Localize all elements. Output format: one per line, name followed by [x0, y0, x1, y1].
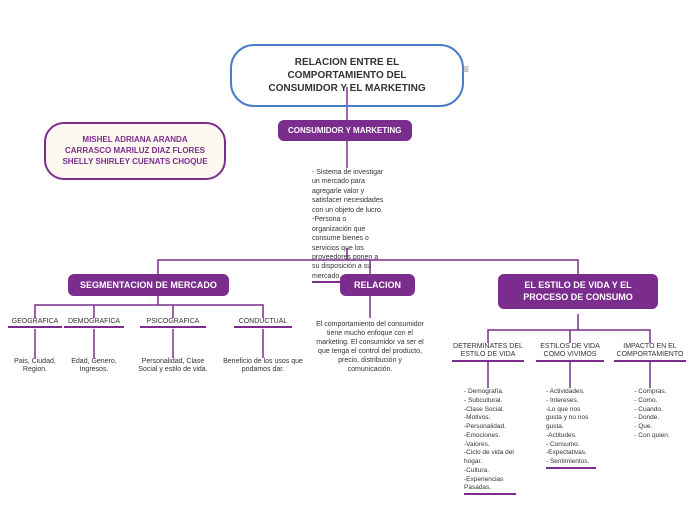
consumidor-desc: - Sistema de investigar un mercado para …	[312, 168, 384, 283]
estilo-det-desc: - Demografía. - Subcultural. -Clase Soci…	[464, 388, 516, 495]
seg-geo-label[interactable]: GEOGRAFICA	[8, 318, 62, 328]
root-title: RELACION ENTRE EL COMPORTAMIENTO DEL CON…	[252, 56, 442, 95]
estilo-viv-desc: - Actividades. - Intereses. -Lo que nos …	[546, 388, 596, 469]
seg-cond-label[interactable]: CONDUCTUAL	[234, 318, 292, 328]
menu-icon[interactable]: ≡	[462, 62, 469, 76]
segmentacion-label: SEGMENTACION DE MERCADO	[80, 280, 217, 290]
seg-geo-desc: Pais, Ciudad, Region.	[8, 358, 62, 375]
estilo-imp-label[interactable]: IMPACTO EN EL COMPORTAMIENTO	[614, 343, 686, 362]
estilo-viv-label[interactable]: ESTILOS DE VIDA COMO VIVIMOS	[536, 343, 604, 362]
seg-psico-label[interactable]: PSICOGRAFICA	[140, 318, 206, 328]
estilo-label: EL ESTILO DE VIDA Y EL PROCESO DE CONSUM…	[506, 280, 650, 303]
seg-demo-label[interactable]: DEMOGRAFICA	[64, 318, 124, 328]
seg-psico-desc: Personalidad, Clase Social y estilo de v…	[134, 358, 212, 375]
consumidor-label: CONSUMIDOR Y MARKETING	[288, 126, 402, 135]
estilo-node[interactable]: EL ESTILO DE VIDA Y EL PROCESO DE CONSUM…	[498, 274, 658, 309]
authors-node[interactable]: MISHEL ADRIANA ARANDA CARRASCO MARILUZ D…	[44, 122, 226, 180]
seg-demo-desc: Edad, Genero, Ingresos.	[64, 358, 124, 375]
relacion-desc: El comportamiento del consumidor tiene m…	[316, 320, 424, 375]
segmentacion-node[interactable]: SEGMENTACION DE MERCADO	[68, 274, 229, 296]
relacion-node[interactable]: RELACION	[340, 274, 415, 296]
authors-text: MISHEL ADRIANA ARANDA CARRASCO MARILUZ D…	[60, 134, 210, 168]
root-node[interactable]: RELACION ENTRE EL COMPORTAMIENTO DEL CON…	[230, 44, 464, 107]
seg-cond-desc: Beneficio de los usos que podamos dar.	[222, 358, 304, 375]
estilo-det-label[interactable]: DETERMINATES DEL ESTILO DE VIDA	[452, 343, 524, 362]
relacion-label: RELACION	[354, 280, 401, 290]
consumidor-node[interactable]: CONSUMIDOR Y MARKETING	[278, 120, 412, 141]
estilo-imp-desc: - Compras. - Como. - Cuando. - Donde. - …	[628, 388, 676, 441]
